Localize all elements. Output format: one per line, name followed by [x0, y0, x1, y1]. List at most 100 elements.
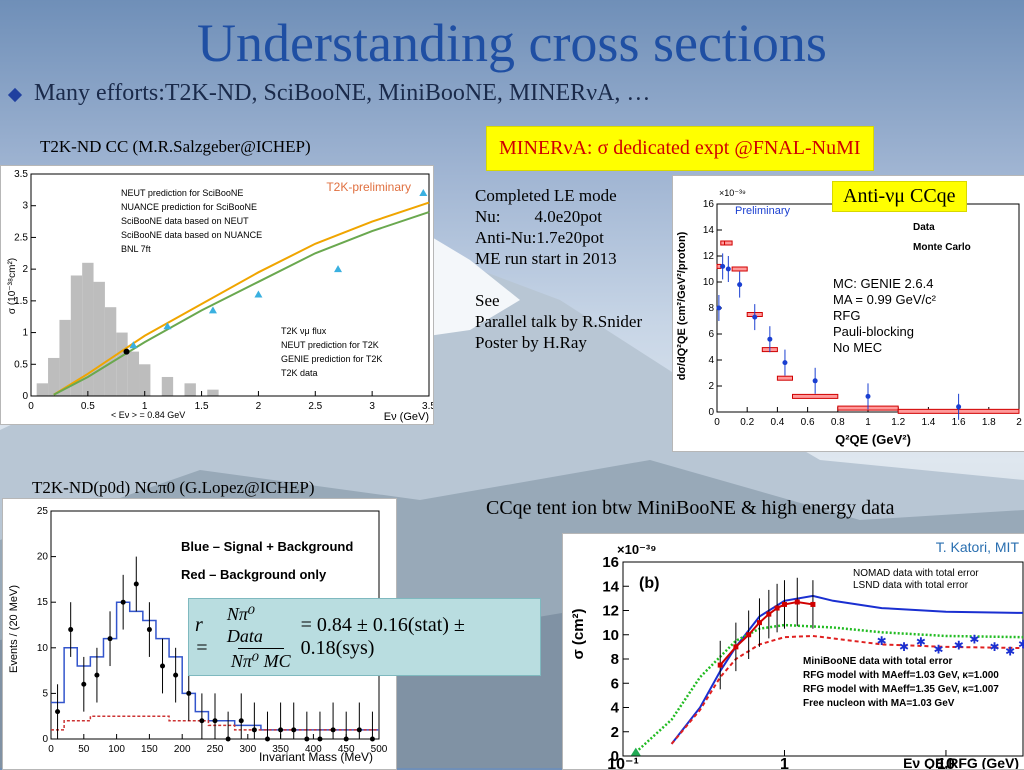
- page-title: Understanding cross sections: [197, 13, 827, 73]
- flux-bar: [82, 262, 94, 396]
- flux-bar: [127, 351, 140, 396]
- legend-entry: SciBooNE data based on NUANCE: [121, 230, 262, 240]
- flux-bar: [70, 275, 83, 396]
- y-tick-label: 5: [42, 688, 48, 699]
- data-point: [720, 263, 726, 269]
- mc-bin: [731, 266, 748, 272]
- data-point: [746, 632, 752, 638]
- data-point: ✱: [990, 640, 1000, 654]
- x-axis-label: Eν QE,RFG (GeV): [903, 755, 1019, 769]
- note-line: Poster by H.Ray: [475, 333, 587, 352]
- note-line: Completed LE mode: [475, 186, 617, 205]
- chart-annotation: T2K-preliminary: [326, 180, 411, 194]
- y-tick-label: 2: [22, 264, 28, 275]
- flux-bar: [93, 281, 105, 396]
- legend-entry: T2K νμ flux: [281, 326, 327, 336]
- data-point: [733, 644, 739, 650]
- t2k-cc-chart: 0 0.5 1 1.5 2 2.5 3 3.5 0 0.5 1 1.5 2 2.5 3 3.5 T2K-prel…: [7, 169, 433, 423]
- formula-lhs: r =: [195, 614, 209, 659]
- x-tick-label: 200: [174, 744, 191, 755]
- y-tick-label: 1: [22, 328, 28, 339]
- mc-bin: [776, 375, 794, 381]
- data-point: [163, 322, 172, 330]
- minerva-chart-panel: 0 0.2 0.4 0.6 0.8 1 1.2 1.4 1.6 1.8 2 0 2 4 6 8 10 12 14 16…: [672, 175, 1024, 452]
- x-tick-label: 350: [272, 744, 289, 755]
- legend-entry: NEUT prediction for T2K: [281, 340, 379, 350]
- y-tick-label: 16: [703, 199, 715, 210]
- y-tick-label: 3.5: [14, 169, 28, 180]
- x-tick-label: 300: [239, 744, 256, 755]
- data-point: [81, 681, 87, 687]
- note-line: See: [475, 291, 500, 310]
- data-point: [330, 727, 336, 733]
- data-point: [369, 736, 375, 742]
- y-tick-label: 0: [42, 734, 48, 745]
- formula-numerator: Nπ⁰ Data: [226, 603, 263, 646]
- series-line: [53, 201, 430, 396]
- legend-entry: RFG model with MAeff=1.35 GeV, κ=1.007: [803, 684, 999, 695]
- bullet-diamond-icon: [7, 87, 23, 102]
- flux-bar: [184, 383, 196, 396]
- data-point: [238, 718, 244, 724]
- mc-text-line: RFG: [833, 308, 860, 323]
- x-tick-label: 1: [780, 756, 789, 769]
- y-axis-label: σ (cm²): [570, 608, 587, 659]
- data-point: ✱: [877, 634, 887, 648]
- mc-bin: [792, 393, 839, 399]
- x-tick-label: 150: [141, 744, 158, 755]
- chart-annotation: T. Katori, MIT: [936, 539, 1020, 555]
- data-point: [737, 282, 743, 288]
- t2k-cc-chart-panel: 0 0.5 1 1.5 2 2.5 3 3.5 0 0.5 1 1.5 2 2.5 3 3.5 T2K-prel…: [0, 165, 434, 425]
- x-tick-label: 1.5: [195, 401, 209, 412]
- x-tick-label: 50: [78, 744, 90, 755]
- legend-entry: SciBooNE data based on NEUT: [121, 216, 249, 226]
- mc-text-line: Pauli-blocking: [833, 324, 914, 339]
- x-tick-label: 250: [207, 744, 224, 755]
- data-point: [146, 627, 152, 633]
- data-point: [107, 636, 113, 642]
- x-tick-label: 1.8: [982, 417, 996, 428]
- panel-label: (b): [639, 575, 659, 592]
- y-tick-label: 2: [611, 724, 619, 741]
- note-line: Nu: 4.0e20pot: [475, 207, 603, 226]
- y-tick-label: 16: [602, 554, 619, 571]
- legend-entry: Monte Carlo: [913, 242, 971, 253]
- mc-bin: [724, 240, 733, 246]
- flux-bar: [116, 332, 128, 396]
- data-point: [251, 727, 257, 733]
- flux-bar: [161, 376, 174, 396]
- y-tick-label: 6: [611, 675, 619, 692]
- anti-nu-tag: Anti-νμ CCqe: [832, 181, 967, 212]
- note-line: [475, 269, 642, 290]
- x-tick-label: 1.4: [921, 417, 935, 428]
- legend-entry: NUANCE prediction for SciBooNE: [121, 202, 257, 212]
- data-point: [123, 348, 130, 355]
- t2k-cc-caption: T2K-ND CC (M.R.Salzgeber@ICHEP): [40, 137, 311, 156]
- data-point: ✱: [934, 642, 944, 656]
- y-tick-label: 10: [703, 277, 715, 288]
- flux-bar: [139, 364, 151, 396]
- x-tick-label: 1: [865, 417, 871, 428]
- data-point: [766, 611, 772, 617]
- data-point: [752, 314, 758, 320]
- x-tick-label: 0: [28, 401, 34, 412]
- y-tick-label: 12: [602, 603, 619, 620]
- data-point: [781, 601, 787, 607]
- data-point: [225, 736, 231, 742]
- x-tick-label: 0: [714, 417, 720, 428]
- formula-rhs: = 0.84 ± 0.16(stat) ± 0.18(sys): [300, 614, 465, 659]
- flux-bar: [207, 389, 219, 396]
- data-point: [68, 627, 74, 633]
- data-point: ✱: [916, 635, 926, 649]
- flux-bar: [104, 307, 117, 396]
- data-point: [94, 672, 100, 678]
- data-point: ✱: [899, 640, 909, 654]
- flux-bar: [59, 319, 71, 396]
- x-tick-label: 3: [369, 401, 375, 412]
- y-tick-label: 15: [37, 597, 49, 608]
- data-point: [782, 360, 788, 366]
- data-point: [186, 690, 192, 696]
- y-tick-label: 14: [703, 225, 715, 236]
- mc-text-line: MA = 0.99 GeV/c²: [833, 292, 937, 307]
